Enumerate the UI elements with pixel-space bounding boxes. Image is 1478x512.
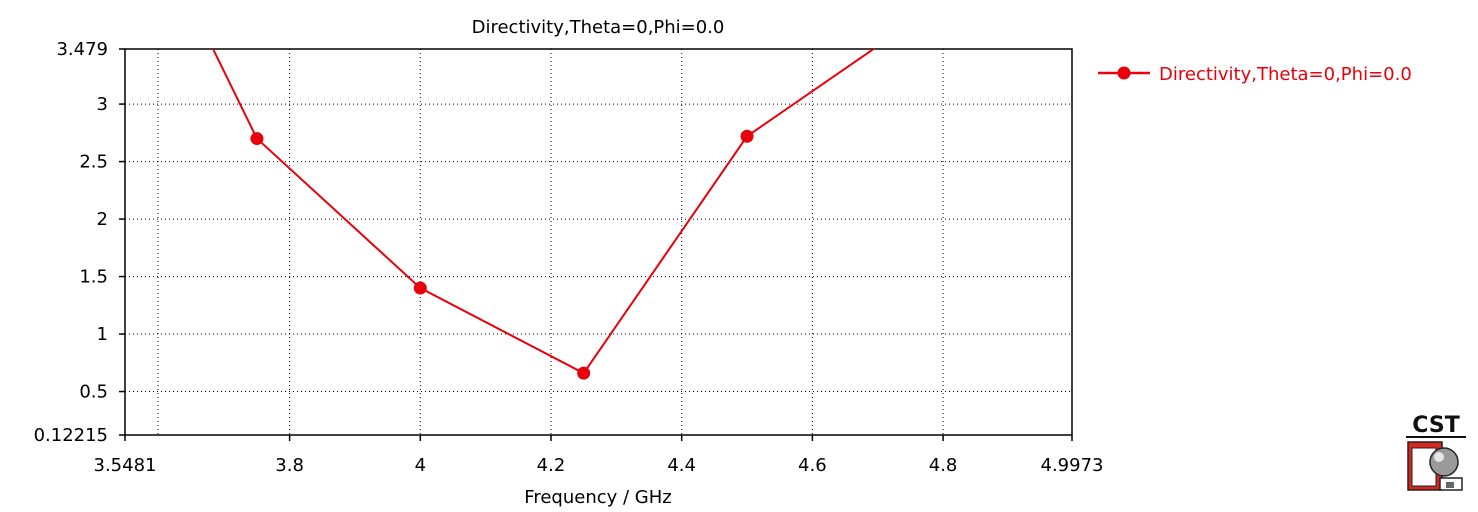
logo-text: CST (1412, 413, 1459, 438)
x-tick-label: 3.5481 (94, 455, 157, 476)
y-tick-label: 1.5 (79, 267, 108, 288)
x-axis-label: Frequency / GHz (524, 487, 671, 508)
grid (125, 49, 1072, 435)
y-tick-label: 0.5 (79, 382, 108, 403)
chart-title: Directivity,Theta=0,Phi=0.0 (472, 17, 725, 38)
plot-frame (124, 48, 1073, 436)
x-tick-label: 4.4 (667, 455, 696, 476)
x-tick-label: 4.9973 (1041, 455, 1104, 476)
y-tick-label: 1 (97, 324, 108, 345)
x-tick-label: 4.2 (537, 455, 566, 476)
x-tick-label: 4.6 (798, 455, 827, 476)
data-point (577, 366, 591, 380)
x-tick-label: 3.8 (275, 455, 304, 476)
legend-marker (1117, 66, 1131, 80)
data-point (413, 281, 427, 295)
cst-logo: CST (1406, 413, 1466, 491)
data-point (250, 132, 264, 146)
data-point (740, 129, 754, 143)
x-tick-label: 4 (415, 455, 426, 476)
x-tick-label: 4.8 (929, 455, 958, 476)
y-tick-label: 0.12215 (34, 425, 108, 446)
series-layer (211, 49, 876, 380)
legend-entry: Directivity,Theta=0,Phi=0.0 (1159, 64, 1412, 85)
y-tick-label: 2.5 (79, 152, 108, 173)
axis-ticks: 3.5481 3.8 4 4.2 4.4 4.6 4.8 4.9973 3.479 3 2.5 2 1.… (34, 39, 1104, 476)
y-tick-label: 3 (97, 94, 108, 115)
legend: Directivity,Theta=0,Phi=0.0 (1098, 64, 1412, 85)
y-tick-label: 2 (97, 209, 108, 230)
y-tick-label: 3.479 (56, 39, 108, 60)
series-line (211, 49, 876, 375)
